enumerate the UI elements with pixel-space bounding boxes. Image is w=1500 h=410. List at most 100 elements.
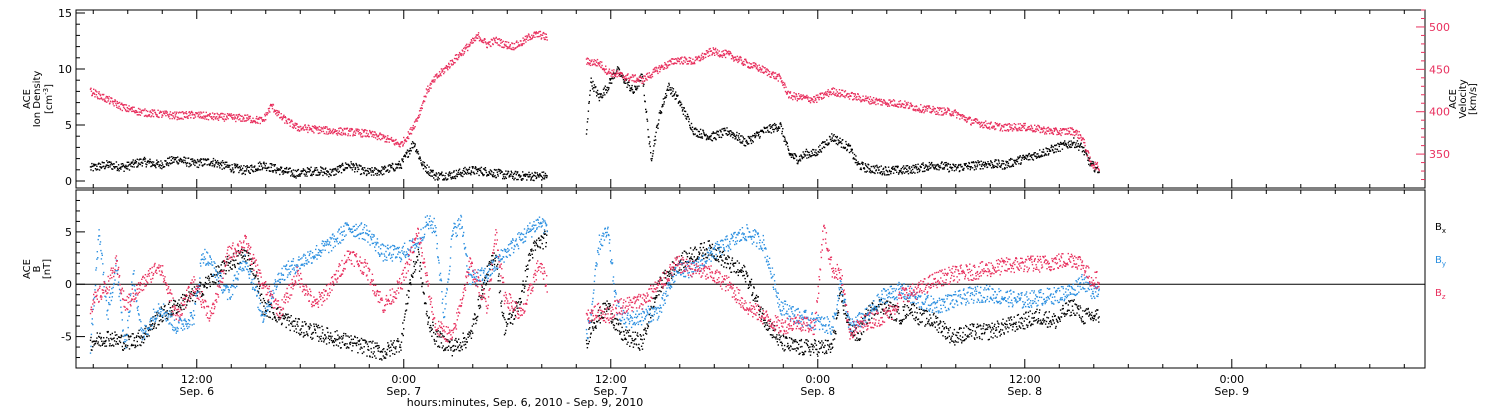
data-point — [629, 78, 631, 80]
data-point — [896, 105, 898, 107]
data-point — [149, 329, 152, 331]
data-point — [920, 166, 922, 168]
data-point — [945, 161, 947, 164]
data-point — [302, 168, 305, 170]
data-point — [837, 95, 839, 97]
data-point — [1071, 144, 1074, 146]
data-point — [785, 141, 788, 143]
data-point — [641, 73, 643, 76]
data-point — [824, 141, 826, 143]
left-tick-label: 5 — [65, 119, 72, 132]
data-point — [411, 141, 414, 143]
data-point — [133, 111, 136, 113]
data-point — [203, 116, 206, 118]
data-point — [640, 80, 642, 82]
data-point — [597, 62, 599, 64]
data-point — [862, 162, 864, 164]
data-point — [154, 315, 157, 317]
data-point — [312, 331, 315, 334]
data-point — [889, 102, 892, 104]
data-point — [1007, 162, 1010, 164]
data-point — [432, 169, 434, 172]
data-point — [806, 150, 808, 153]
data-point — [786, 92, 788, 94]
data-point — [783, 84, 785, 86]
data-point — [911, 172, 913, 174]
right-tick-label: 500 — [1429, 21, 1450, 34]
data-point — [299, 334, 301, 336]
data-point — [529, 173, 532, 176]
data-point — [744, 138, 746, 140]
data-point — [655, 131, 657, 134]
data-point — [1052, 149, 1054, 152]
data-point — [292, 325, 294, 327]
data-point — [754, 66, 756, 68]
data-point — [588, 101, 590, 103]
data-point — [1049, 150, 1052, 152]
data-point — [204, 158, 207, 160]
data-point — [290, 315, 292, 317]
data-point — [208, 277, 211, 279]
data-point — [147, 327, 149, 329]
data-point — [98, 98, 101, 100]
data-point — [294, 122, 296, 124]
data-point — [200, 282, 202, 284]
data-point — [127, 336, 130, 338]
data-point — [185, 295, 187, 297]
data-point — [396, 163, 399, 166]
data-point — [342, 132, 345, 134]
data-point — [162, 164, 164, 166]
data-point — [865, 171, 867, 173]
data-point — [927, 169, 929, 171]
data-point — [702, 129, 704, 131]
data-point — [219, 167, 221, 169]
data-point — [239, 118, 241, 120]
data-point — [292, 169, 295, 171]
data-point — [511, 48, 513, 51]
data-point — [275, 172, 277, 174]
data-point — [326, 170, 329, 172]
data-point — [826, 92, 828, 95]
data-point — [534, 32, 537, 34]
data-point — [1075, 142, 1077, 144]
data-point — [384, 166, 387, 169]
data-point — [680, 103, 683, 105]
data-point — [431, 175, 433, 177]
data-point — [229, 164, 231, 167]
data-point — [829, 136, 831, 138]
left-tick-label: 10 — [58, 63, 72, 76]
data-point — [320, 335, 322, 338]
data-point — [246, 165, 248, 167]
data-point — [784, 138, 786, 140]
data-point — [134, 109, 137, 112]
data-point — [984, 161, 986, 164]
data-point — [722, 50, 724, 52]
data-point — [177, 156, 179, 158]
data-point — [1046, 150, 1049, 153]
data-point — [1074, 131, 1076, 133]
data-point — [204, 163, 206, 165]
data-point — [812, 100, 814, 103]
data-point — [867, 166, 869, 169]
data-point — [293, 320, 295, 322]
data-point — [310, 129, 312, 131]
data-point — [277, 111, 279, 114]
data-point — [114, 99, 116, 101]
data-point — [477, 32, 480, 34]
data-point — [606, 92, 608, 94]
data-point — [329, 129, 331, 131]
data-point — [105, 345, 108, 347]
data-point — [937, 107, 940, 109]
data-point — [286, 171, 288, 173]
data-point — [1049, 130, 1052, 132]
data-point — [241, 251, 244, 254]
data-point — [187, 115, 190, 117]
data-point — [529, 36, 532, 38]
data-point — [356, 342, 358, 344]
data-point — [867, 97, 869, 99]
data-point — [199, 113, 201, 115]
data-point — [938, 114, 940, 116]
data-point — [172, 112, 175, 114]
data-point — [1007, 164, 1009, 166]
magnetic-field-axis-title: ACE B [nT] — [22, 259, 53, 279]
